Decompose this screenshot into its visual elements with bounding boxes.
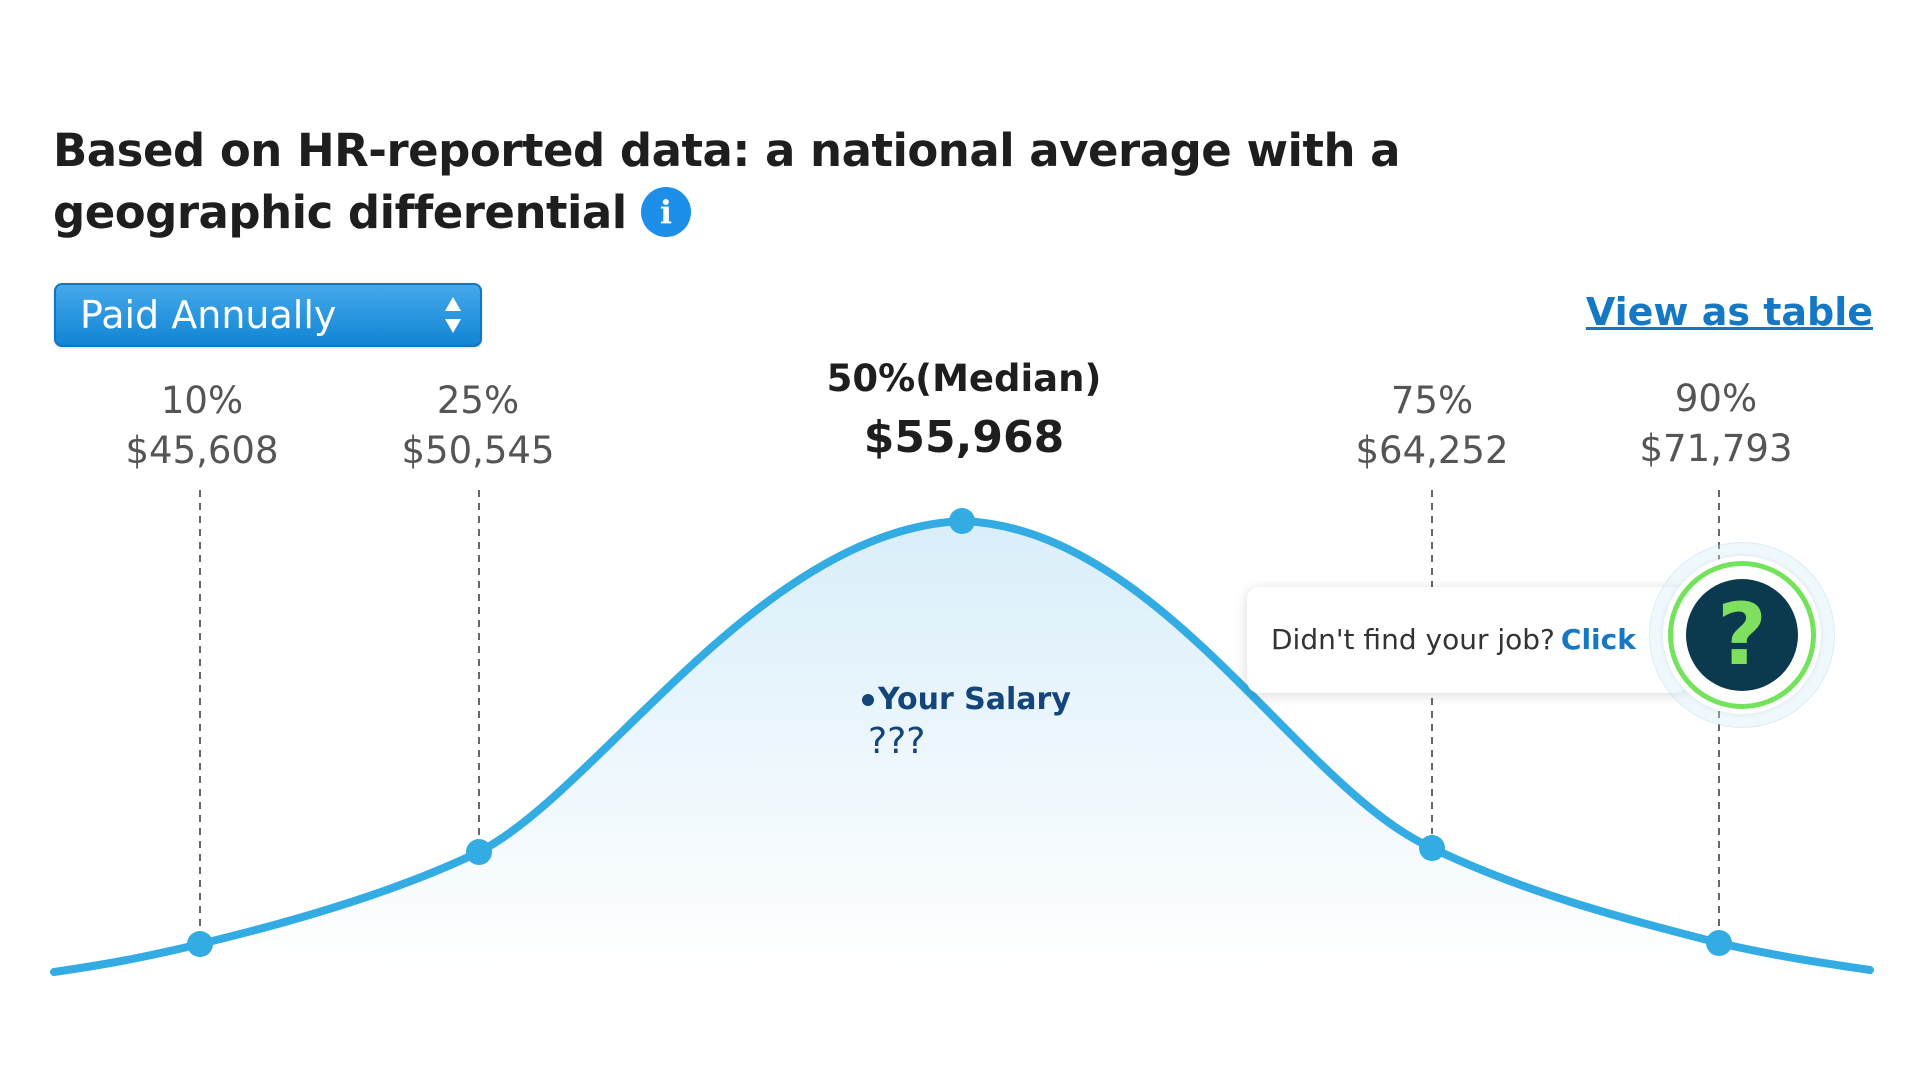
- help-text: Didn't find your job? Click: [1271, 587, 1636, 693]
- view-as-table-link[interactable]: View as table: [1585, 290, 1873, 334]
- percentile-name: 75%: [1390, 379, 1474, 422]
- percentile-label-10: 10% $45,608: [72, 376, 332, 476]
- percentile-name: 10%: [160, 379, 244, 422]
- your-salary-dot: [862, 694, 874, 706]
- percentile-marker-10[interactable]: [187, 931, 213, 957]
- percentile-label-median: 50%(Median) $55,968: [764, 354, 1164, 466]
- info-icon[interactable]: i: [640, 187, 691, 237]
- help-callout[interactable]: Didn't find your job? Click: [1247, 587, 1687, 693]
- your-salary-value: ???: [868, 721, 926, 762]
- pay-period-select[interactable]: Paid Annually: [54, 283, 482, 347]
- help-click-link[interactable]: Click: [1560, 623, 1636, 656]
- page-title-text: Based on HR-reported data: a national av…: [53, 124, 1401, 239]
- percentile-value: $64,252: [1355, 429, 1509, 472]
- your-salary-marker: Your Salary ???: [862, 682, 1071, 762]
- percentile-label-90: 90% $71,793: [1586, 374, 1846, 474]
- percentile-name: 90%: [1674, 377, 1758, 420]
- percentile-label-75: 75% $64,252: [1302, 376, 1562, 476]
- percentile-name: 50%(Median): [826, 357, 1102, 400]
- page-title: Based on HR-reported data: a national av…: [53, 120, 1613, 244]
- percentile-label-25: 25% $50,545: [348, 376, 608, 476]
- percentile-marker-75[interactable]: [1419, 835, 1445, 861]
- question-mark-icon: ?: [1686, 579, 1798, 691]
- up-down-arrows-icon: [445, 297, 461, 333]
- your-salary-label: Your Salary: [878, 682, 1071, 717]
- help-button[interactable]: ?: [1668, 561, 1816, 709]
- distribution-area: [54, 521, 1870, 972]
- percentile-marker-90[interactable]: [1706, 930, 1732, 956]
- percentile-value: $50,545: [401, 429, 555, 472]
- percentile-value: $55,968: [863, 412, 1065, 463]
- percentile-marker-25[interactable]: [466, 839, 492, 865]
- percentile-value: $71,793: [1639, 427, 1793, 470]
- percentile-value: $45,608: [125, 429, 279, 472]
- help-question: Didn't find your job?: [1271, 623, 1555, 656]
- pay-period-selected-value: Paid Annually: [80, 293, 337, 337]
- percentile-name: 25%: [436, 379, 520, 422]
- percentile-marker-50[interactable]: [949, 508, 975, 534]
